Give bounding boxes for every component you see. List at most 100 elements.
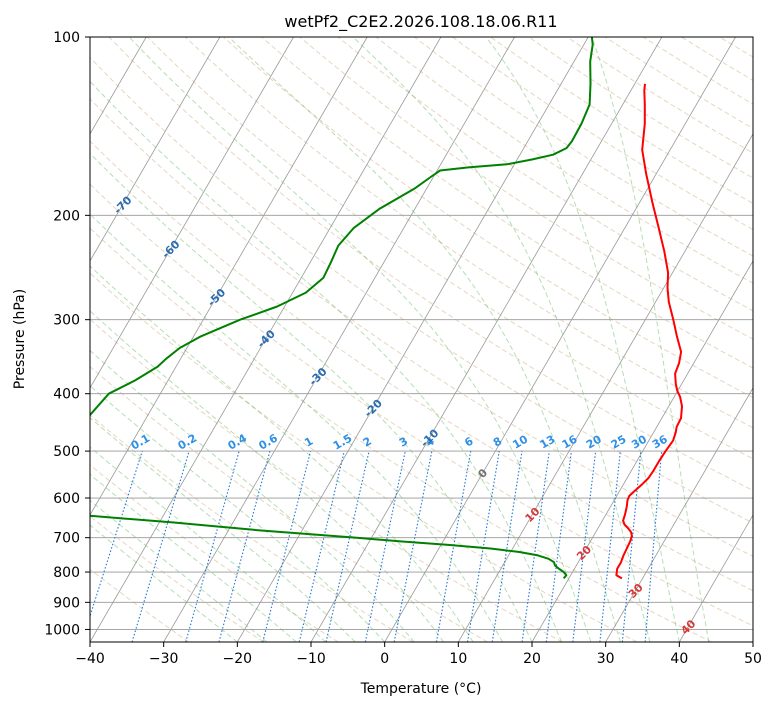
x-tick-label: 30 — [597, 651, 615, 667]
moist-adiabat-line — [90, 385, 386, 642]
dry-adiabat-line — [261, 37, 753, 369]
dewpoint-profile-line — [90, 37, 594, 580]
moist-adiabat-line — [90, 310, 444, 642]
mixing-ratio-line — [90, 450, 143, 618]
mixing-ratio-label: 20 — [584, 432, 604, 451]
mixing-ratio-label: 6 — [462, 434, 475, 449]
mixing-ratio-label: 8 — [491, 435, 504, 450]
mixing-ratio-lines — [90, 450, 663, 642]
mixing-ratio-line — [644, 451, 663, 642]
mixing-ratio-line — [545, 451, 572, 642]
mixing-ratio-line — [621, 451, 642, 642]
mixing-ratio-line — [185, 450, 240, 642]
mixing-ratio-line — [466, 451, 500, 642]
isotherm-line — [605, 387, 753, 642]
dry-adiabat-line — [90, 318, 563, 642]
profile-series — [90, 37, 683, 580]
isotherm-line — [531, 260, 753, 642]
mixing-ratio-label: 16 — [560, 432, 580, 451]
y-axis-label: Pressure (hPa) — [12, 289, 28, 389]
isotherm-line — [384, 37, 736, 642]
moist-adiabat-line — [228, 37, 621, 642]
mixing-ratio-line — [364, 450, 406, 642]
dry-adiabat-line — [413, 37, 753, 257]
dry-adiabat-line — [90, 568, 190, 642]
moist-adiabat-line — [90, 417, 356, 642]
moist-adiabat-line — [90, 349, 415, 642]
isotherm-label: -70 — [111, 193, 134, 216]
dry-adiabats — [90, 37, 775, 642]
mixing-ratio-label: 0.4 — [226, 431, 250, 452]
dry-adiabat-line — [90, 365, 488, 642]
isotherm-label: -80 — [63, 150, 86, 173]
dry-adiabat-line — [90, 183, 753, 627]
dry-adiabat-line — [90, 227, 712, 642]
isotherm-label: -30 — [306, 365, 329, 388]
dry-adiabat-line — [90, 56, 753, 524]
dry-adiabat-line — [642, 37, 753, 105]
mixing-ratio-line — [491, 451, 523, 642]
x-tick-label: −10 — [296, 651, 326, 667]
dry-adiabat-line — [375, 37, 753, 284]
moist-adiabat-line — [352, 37, 651, 642]
x-tick-label: 0 — [380, 651, 389, 667]
dry-adiabat-line — [90, 140, 753, 592]
mixing-ratio-line — [572, 451, 597, 642]
isotherm-line — [0, 37, 73, 642]
dry-adiabat-line — [90, 272, 638, 642]
moist-adiabat-line — [90, 473, 297, 642]
dry-adiabat-line — [337, 37, 753, 312]
isotherm-line — [457, 133, 753, 642]
y-tick-label: 600 — [53, 491, 80, 507]
x-axis-ticks: −40 −30 −20 −10 0 10 20 30 40 50 — [75, 642, 762, 667]
y-axis-ticks: 100 200 300 400 500 600 700 800 900 1000 — [44, 30, 90, 638]
mixing-ratio-line — [521, 451, 550, 642]
mixing-ratio-line — [393, 450, 433, 642]
isotherm-label: -10 — [418, 426, 441, 449]
y-tick-label: 300 — [53, 313, 80, 329]
isotherm-line — [236, 37, 589, 642]
x-tick-label: 40 — [670, 651, 688, 667]
y-tick-label: 1000 — [44, 622, 80, 638]
mixing-ratio-line — [262, 450, 312, 642]
dry-adiabat-line — [719, 37, 753, 58]
mixing-ratio-label: 25 — [609, 433, 629, 452]
mixing-ratio-label: 3 — [397, 435, 410, 450]
plot-area: 0.10.20.40.611.52346810131620253036-100-… — [0, 37, 775, 642]
dry-adiabat-line — [223, 37, 753, 399]
mixing-ratio-label: 30 — [629, 432, 649, 451]
y-tick-label: 200 — [53, 208, 80, 224]
mixing-ratio-label: 10 — [510, 432, 530, 451]
mixing-ratio-label: 1 — [302, 435, 315, 450]
dry-adiabat-line — [108, 37, 753, 492]
dry-adiabat-line — [184, 37, 753, 429]
y-tick-label: 700 — [53, 531, 80, 547]
isotherm-label: -40 — [255, 327, 278, 350]
isotherm-label: 30 — [626, 581, 646, 601]
isotherm-line — [90, 37, 442, 642]
isobars — [90, 37, 753, 630]
x-tick-label: −30 — [149, 651, 179, 667]
mixing-ratio-line — [298, 450, 345, 642]
mixing-ratio-label: 0.6 — [256, 431, 280, 452]
x-tick-label: 20 — [523, 651, 541, 667]
moist-adiabat-line — [90, 80, 562, 642]
x-tick-label: 10 — [449, 651, 467, 667]
mixing-ratio-line — [218, 450, 271, 642]
moist-adiabat-line — [485, 37, 680, 642]
moist-adiabat-line — [90, 265, 474, 642]
isotherm-line — [752, 641, 753, 642]
x-tick-label: −40 — [75, 651, 105, 667]
dry-adiabat-line — [90, 515, 264, 642]
isotherm-label: -20 — [362, 397, 385, 420]
isotherm-label: 10 — [523, 505, 543, 525]
x-axis-label: Temperature (°C) — [360, 681, 482, 697]
mixing-ratio-label: 0.2 — [176, 432, 199, 453]
moist-adiabat-line — [591, 37, 710, 642]
isotherm-label: -90 — [8, 118, 31, 141]
moist-adiabat-line — [90, 524, 238, 642]
dry-adiabat-line — [681, 37, 753, 81]
mixing-ratio-label: 13 — [538, 433, 558, 452]
mixing-ratio-line — [325, 450, 370, 642]
dry-adiabat-line — [758, 37, 775, 642]
